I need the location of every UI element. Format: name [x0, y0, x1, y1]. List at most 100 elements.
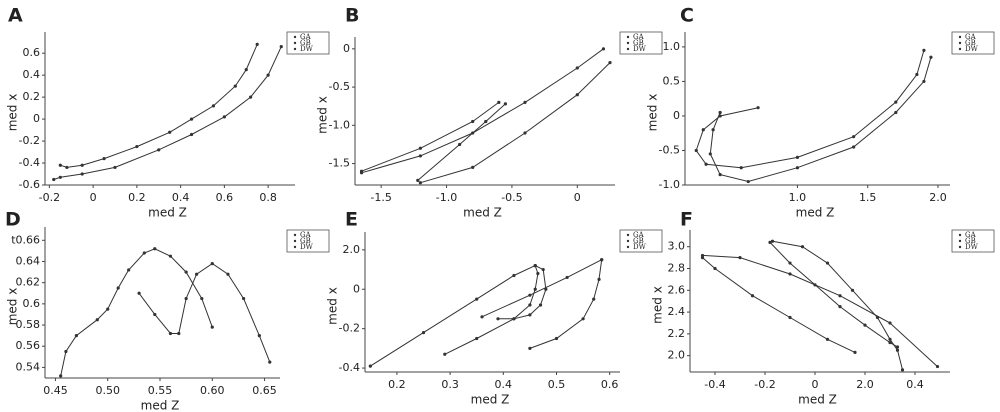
point	[770, 239, 775, 243]
point	[168, 130, 172, 134]
y-axis-label: med x	[6, 288, 20, 326]
y-axis-label: med x	[646, 94, 660, 132]
x-tick-label: 0.65	[252, 384, 277, 397]
y-tick-label: 2.0	[343, 243, 361, 256]
y-tick-label: -0.4	[339, 361, 360, 374]
point	[200, 296, 204, 301]
panel: E 0.2 0.3 0.4 0.5 0.6 2.0 0 -0.2 -0.4 med Z med x GA…	[326, 209, 663, 407]
curve	[702, 254, 938, 367]
curve	[417, 103, 506, 181]
y-tick-label: -1.5	[329, 157, 350, 170]
legend-marker	[958, 239, 962, 243]
legend-marker	[293, 35, 297, 39]
point	[750, 294, 755, 298]
x-tick-label: 0	[574, 191, 581, 204]
point	[157, 148, 161, 152]
legend-box	[619, 31, 663, 55]
y-tick-label: 0.6	[23, 297, 41, 310]
point	[497, 100, 501, 104]
x-tick-label: 0.55	[148, 384, 173, 397]
point	[597, 277, 601, 282]
y-tick-label: 2.2	[668, 327, 686, 340]
x-tick-label: 0.45	[43, 384, 68, 397]
y-tick-label: -1.0	[659, 178, 680, 191]
point	[168, 331, 173, 336]
point	[153, 247, 157, 251]
point	[838, 294, 842, 298]
legend-label: DW	[300, 243, 314, 251]
point	[471, 165, 475, 170]
legend-marker	[293, 239, 297, 243]
point	[895, 345, 900, 349]
point	[713, 266, 717, 271]
point	[211, 104, 216, 108]
y-tick-label: 2.8	[668, 262, 686, 275]
point	[788, 315, 792, 320]
point	[222, 115, 226, 119]
point	[142, 251, 146, 255]
legend-marker	[958, 47, 962, 51]
y-tick-label: 0.58	[16, 318, 41, 331]
x-tick-label: 0.2	[128, 191, 146, 204]
point	[226, 272, 230, 276]
curve	[709, 57, 932, 183]
y-tick-label: 0.54	[16, 360, 41, 373]
point	[58, 163, 62, 167]
point	[565, 275, 569, 280]
x-axis-label: med Z	[796, 206, 835, 220]
legend-marker	[958, 41, 962, 45]
x-tick-label: 2.0	[856, 378, 874, 391]
point	[184, 296, 188, 301]
point	[189, 117, 194, 121]
y-tick-label: 0.5	[663, 74, 681, 87]
panel-letter: C	[680, 5, 694, 27]
y-tick-label: 0.62	[16, 276, 41, 289]
point	[600, 258, 604, 262]
legend-label: GB	[300, 237, 311, 245]
point	[279, 44, 283, 49]
point	[135, 144, 139, 149]
y-tick-label: -0.5	[659, 143, 680, 156]
point	[512, 273, 516, 278]
point	[768, 240, 772, 244]
point	[825, 261, 830, 265]
legend-marker	[293, 47, 297, 51]
y-tick-label: 2.4	[668, 305, 686, 318]
point	[704, 162, 708, 166]
point	[581, 317, 585, 321]
panel: C 1.0 1.5 2.0 1.0 0.5 0 -0.5 -1.0 med Z med x GAGBD…	[646, 5, 995, 220]
point	[701, 128, 705, 132]
legend-label: GB	[633, 237, 644, 245]
legend-box	[286, 31, 330, 55]
point	[210, 262, 214, 266]
point	[718, 173, 722, 177]
point	[888, 321, 892, 325]
point	[233, 84, 237, 88]
point	[475, 297, 479, 301]
point	[694, 148, 698, 153]
curve	[772, 240, 903, 370]
legend-label: GB	[300, 39, 311, 47]
curve	[420, 62, 611, 184]
point	[74, 334, 78, 338]
x-tick-label: -0.5	[501, 191, 522, 204]
legend-marker	[958, 233, 962, 237]
point	[894, 110, 898, 115]
y-axis-label: med x	[326, 287, 340, 325]
legend-box	[619, 229, 663, 253]
point	[80, 172, 84, 176]
point	[255, 42, 259, 46]
legend-label: GA	[300, 33, 312, 41]
y-axis-label: med x	[6, 94, 20, 132]
point	[503, 102, 507, 106]
y-tick-label: t0.66	[11, 233, 40, 246]
point	[528, 293, 532, 297]
panel: D 0.45 0.50 0.55 0.60 0.65 t0.66 0.64 0.62 0.6 0.5…	[5, 209, 330, 412]
point	[746, 179, 750, 184]
legend-label: GB	[965, 237, 976, 245]
legend-box	[951, 229, 995, 253]
curve	[361, 101, 500, 172]
point	[708, 152, 712, 156]
legend-label: GA	[965, 231, 977, 239]
